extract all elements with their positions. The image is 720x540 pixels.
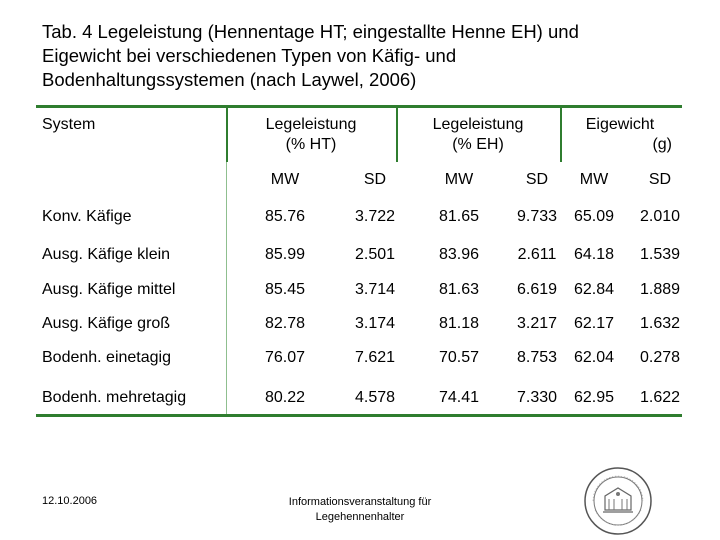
- column-separator: [226, 108, 228, 162]
- row-label: Ausg. Käfige groß: [42, 315, 171, 332]
- subheader-mw-g: MW: [579, 171, 609, 188]
- column-separator: [396, 108, 398, 162]
- subheader-sd-ht: SD: [363, 171, 387, 188]
- title-line-2: Eigewicht bei verschiedenen Typen von Kä…: [42, 45, 457, 66]
- table-cell: 76.07: [264, 349, 306, 366]
- header-eigewicht-line1: Eigewicht: [585, 116, 655, 133]
- table-cell: 2.501: [354, 246, 396, 263]
- table-cell: 74.41: [438, 389, 480, 406]
- table-cell: 9.733: [516, 208, 558, 225]
- table-cell: 3.174: [354, 315, 396, 332]
- footer-event: Informationsveranstaltung für Legehennen…: [250, 495, 470, 525]
- table-cell: 62.17: [573, 315, 615, 332]
- slide-title: Tab. 4 Legeleistung (Hennentage HT; eing…: [42, 20, 682, 92]
- header-legeleistung-ht: Legeleistung (% HT): [226, 115, 396, 155]
- table-cell: 3.714: [354, 281, 396, 298]
- header-system: System: [42, 116, 96, 133]
- row-label: Bodenh. einetagig: [42, 349, 171, 366]
- university-seal-icon: [584, 467, 652, 535]
- table-cell: 3.217: [516, 315, 558, 332]
- table-cell: 83.96: [438, 246, 480, 263]
- subheader-mw-eh: MW: [444, 171, 474, 188]
- table-cell: 0.278: [639, 349, 681, 366]
- column-separator: [560, 108, 562, 162]
- table-cell: 8.753: [516, 349, 558, 366]
- header-eigewicht: Eigewicht (g): [560, 115, 680, 155]
- table-cell: 85.45: [264, 281, 306, 298]
- table-cell: 2.010: [639, 208, 681, 225]
- header-eigewicht-line2: (g): [652, 136, 672, 153]
- table-cell: 81.18: [438, 315, 480, 332]
- table-cell: 3.722: [354, 208, 396, 225]
- table-cell: 70.57: [438, 349, 480, 366]
- table-cell: 1.632: [639, 315, 681, 332]
- table-cell: 65.09: [573, 208, 615, 225]
- subheader-sd-g: SD: [648, 171, 672, 188]
- header-legeleistung-ht-line1: Legeleistung: [265, 116, 357, 133]
- footer-event-line1: Informationsveranstaltung für: [288, 496, 432, 508]
- table-cell: 62.04: [573, 349, 615, 366]
- table-cell: 6.619: [516, 281, 558, 298]
- table-bottom-rule: [36, 414, 682, 417]
- row-label: Bodenh. mehretagig: [42, 389, 187, 406]
- header-legeleistung-eh-line2: (% EH): [452, 136, 504, 153]
- table-cell: 7.621: [354, 349, 396, 366]
- table-cell: 1.622: [639, 389, 681, 406]
- table-cell: 80.22: [264, 389, 306, 406]
- table-cell: 4.578: [354, 389, 396, 406]
- table-cell: 81.63: [438, 281, 480, 298]
- table-cell: 64.18: [573, 246, 615, 263]
- header-legeleistung-eh: Legeleistung (% EH): [396, 115, 560, 155]
- table-cell: 85.76: [264, 208, 306, 225]
- subheader-sd-eh: SD: [525, 171, 549, 188]
- subheader-mw-ht: MW: [270, 171, 300, 188]
- footer-date: 12.10.2006: [42, 495, 98, 507]
- footer-event-line2: Legehennenhalter: [315, 511, 405, 523]
- header-legeleistung-eh-line1: Legeleistung: [432, 116, 524, 133]
- table-cell: 62.84: [573, 281, 615, 298]
- table-cell: 7.330: [516, 389, 558, 406]
- title-line-1: Tab. 4 Legeleistung (Hennentage HT; eing…: [42, 21, 579, 42]
- title-line-3: Bodenhaltungssystemen (nach Laywel, 2006…: [42, 69, 417, 90]
- table-cell: 62.95: [573, 389, 615, 406]
- table-cell: 82.78: [264, 315, 306, 332]
- header-legeleistung-ht-line2: (% HT): [285, 136, 337, 153]
- table-cell: 1.889: [639, 281, 681, 298]
- table-top-rule: [36, 105, 682, 108]
- table-cell: 2.611: [517, 246, 557, 263]
- row-label: Konv. Käfige: [42, 208, 132, 225]
- table-cell: 1.539: [639, 246, 681, 263]
- table-cell: 85.99: [264, 246, 306, 263]
- row-label: Ausg. Käfige klein: [42, 246, 171, 263]
- column-separator: [226, 162, 227, 414]
- table-cell: 81.65: [438, 208, 480, 225]
- row-label: Ausg. Käfige mittel: [42, 281, 176, 298]
